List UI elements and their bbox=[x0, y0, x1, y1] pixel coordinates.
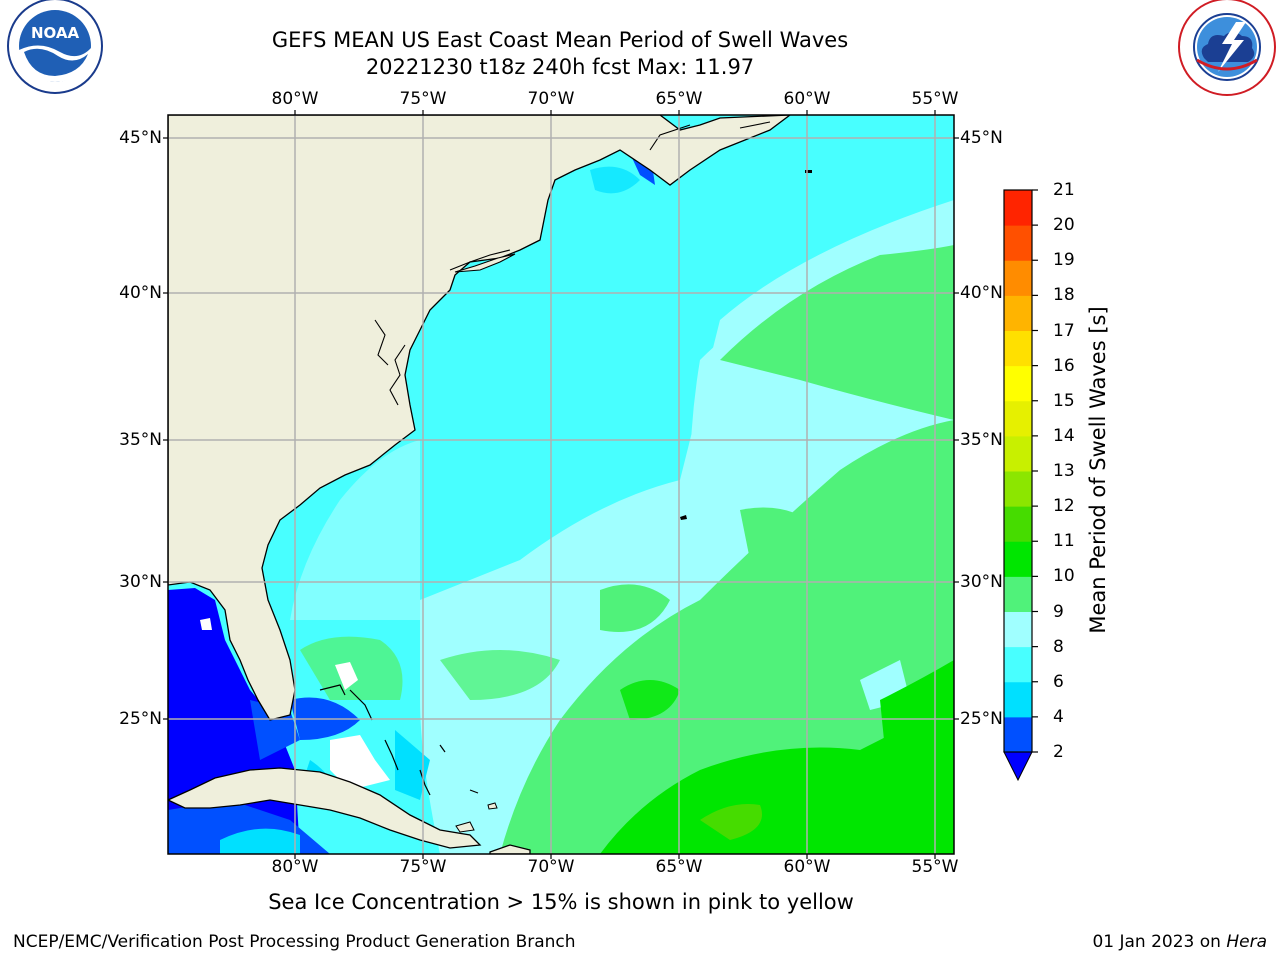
colorbar-tick-label: 12 bbox=[1053, 496, 1075, 516]
lon-label-bottom: 70°W bbox=[528, 857, 575, 877]
colorbar-segment bbox=[1004, 717, 1032, 753]
colorbar-tick-label: 19 bbox=[1053, 250, 1075, 270]
colorbar-segment bbox=[1004, 366, 1032, 402]
lat-label-right: 45°N bbox=[960, 128, 1003, 148]
lat-label-left: 25°N bbox=[119, 709, 162, 729]
lon-label-top: 75°W bbox=[400, 89, 447, 109]
colorbar-tick-label: 15 bbox=[1053, 391, 1075, 411]
colorbar-tick-label: 16 bbox=[1053, 356, 1075, 376]
date-stamp: 01 Jan 2023 on Hera bbox=[1092, 932, 1267, 952]
lon-label-top: 80°W bbox=[272, 89, 319, 109]
nws-logo bbox=[1179, 0, 1275, 95]
lat-label-right: 40°N bbox=[960, 283, 1003, 303]
colorbar-segment bbox=[1004, 682, 1032, 718]
lon-label-bottom: 55°W bbox=[912, 857, 959, 877]
noaa-logo-text: NOAA bbox=[31, 24, 80, 42]
colorbar-segment bbox=[1004, 647, 1032, 683]
credit-text: NCEP/EMC/Verification Post Processing Pr… bbox=[13, 932, 576, 952]
lat-label-left: 35°N bbox=[119, 430, 162, 450]
lon-label-bottom: 65°W bbox=[656, 857, 703, 877]
colorbar-tick-label: 4 bbox=[1053, 707, 1064, 727]
colorbar-tick-label: 20 bbox=[1053, 215, 1075, 235]
sea-ice-note: Sea Ice Concentration > 15% is shown in … bbox=[168, 890, 954, 914]
colorbar-segment bbox=[1004, 612, 1032, 648]
lon-label-bottom: 80°W bbox=[272, 857, 319, 877]
colorbar-segment bbox=[1004, 260, 1032, 296]
colorbar-segment bbox=[1004, 331, 1032, 367]
colorbar-segment bbox=[1004, 506, 1032, 542]
lon-label-bottom: 60°W bbox=[784, 857, 831, 877]
lon-label-bottom: 75°W bbox=[400, 857, 447, 877]
colorbar bbox=[1004, 190, 1038, 780]
lon-label-top: 65°W bbox=[656, 89, 703, 109]
colorbar-tick-label: 11 bbox=[1053, 531, 1075, 551]
colorbar-tick-label: 10 bbox=[1053, 566, 1075, 586]
machine-name: Hera bbox=[1226, 932, 1267, 952]
colorbar-tick-label: 2 bbox=[1053, 742, 1064, 762]
noaa-logo: NOAA bbox=[8, 0, 102, 93]
colorbar-segment bbox=[1004, 436, 1032, 472]
lon-label-top: 70°W bbox=[528, 89, 575, 109]
colorbar-title: Mean Period of Swell Waves [s] bbox=[1086, 306, 1110, 633]
lat-label-right: 25°N bbox=[960, 709, 1003, 729]
colorbar-under-extension bbox=[1004, 752, 1032, 780]
lon-label-top: 55°W bbox=[912, 89, 959, 109]
colorbar-tick-label: 9 bbox=[1053, 602, 1064, 622]
colorbar-tick-label: 13 bbox=[1053, 461, 1075, 481]
colorbar-segment bbox=[1004, 576, 1032, 612]
colorbar-tick-label: 21 bbox=[1053, 180, 1075, 200]
colorbar-segment bbox=[1004, 471, 1032, 507]
lat-label-left: 30°N bbox=[119, 572, 162, 592]
colorbar-segment bbox=[1004, 541, 1032, 577]
colorbar-tick-label: 17 bbox=[1053, 321, 1075, 341]
colorbar-segment bbox=[1004, 225, 1032, 261]
lat-label-left: 40°N bbox=[119, 283, 162, 303]
colorbar-tick-label: 8 bbox=[1053, 637, 1064, 657]
colorbar-tick-label: 18 bbox=[1053, 285, 1075, 305]
lat-label-right: 30°N bbox=[960, 572, 1003, 592]
lat-label-right: 35°N bbox=[960, 430, 1003, 450]
date-text: 01 Jan 2023 on bbox=[1092, 932, 1221, 952]
lon-label-top: 60°W bbox=[784, 89, 831, 109]
colorbar-segment bbox=[1004, 295, 1032, 331]
colorbar-tick-label: 14 bbox=[1053, 426, 1075, 446]
colorbar-segment bbox=[1004, 190, 1032, 226]
lat-label-left: 45°N bbox=[119, 128, 162, 148]
colorbar-tick-label: 6 bbox=[1053, 672, 1064, 692]
colorbar-segment bbox=[1004, 401, 1032, 437]
